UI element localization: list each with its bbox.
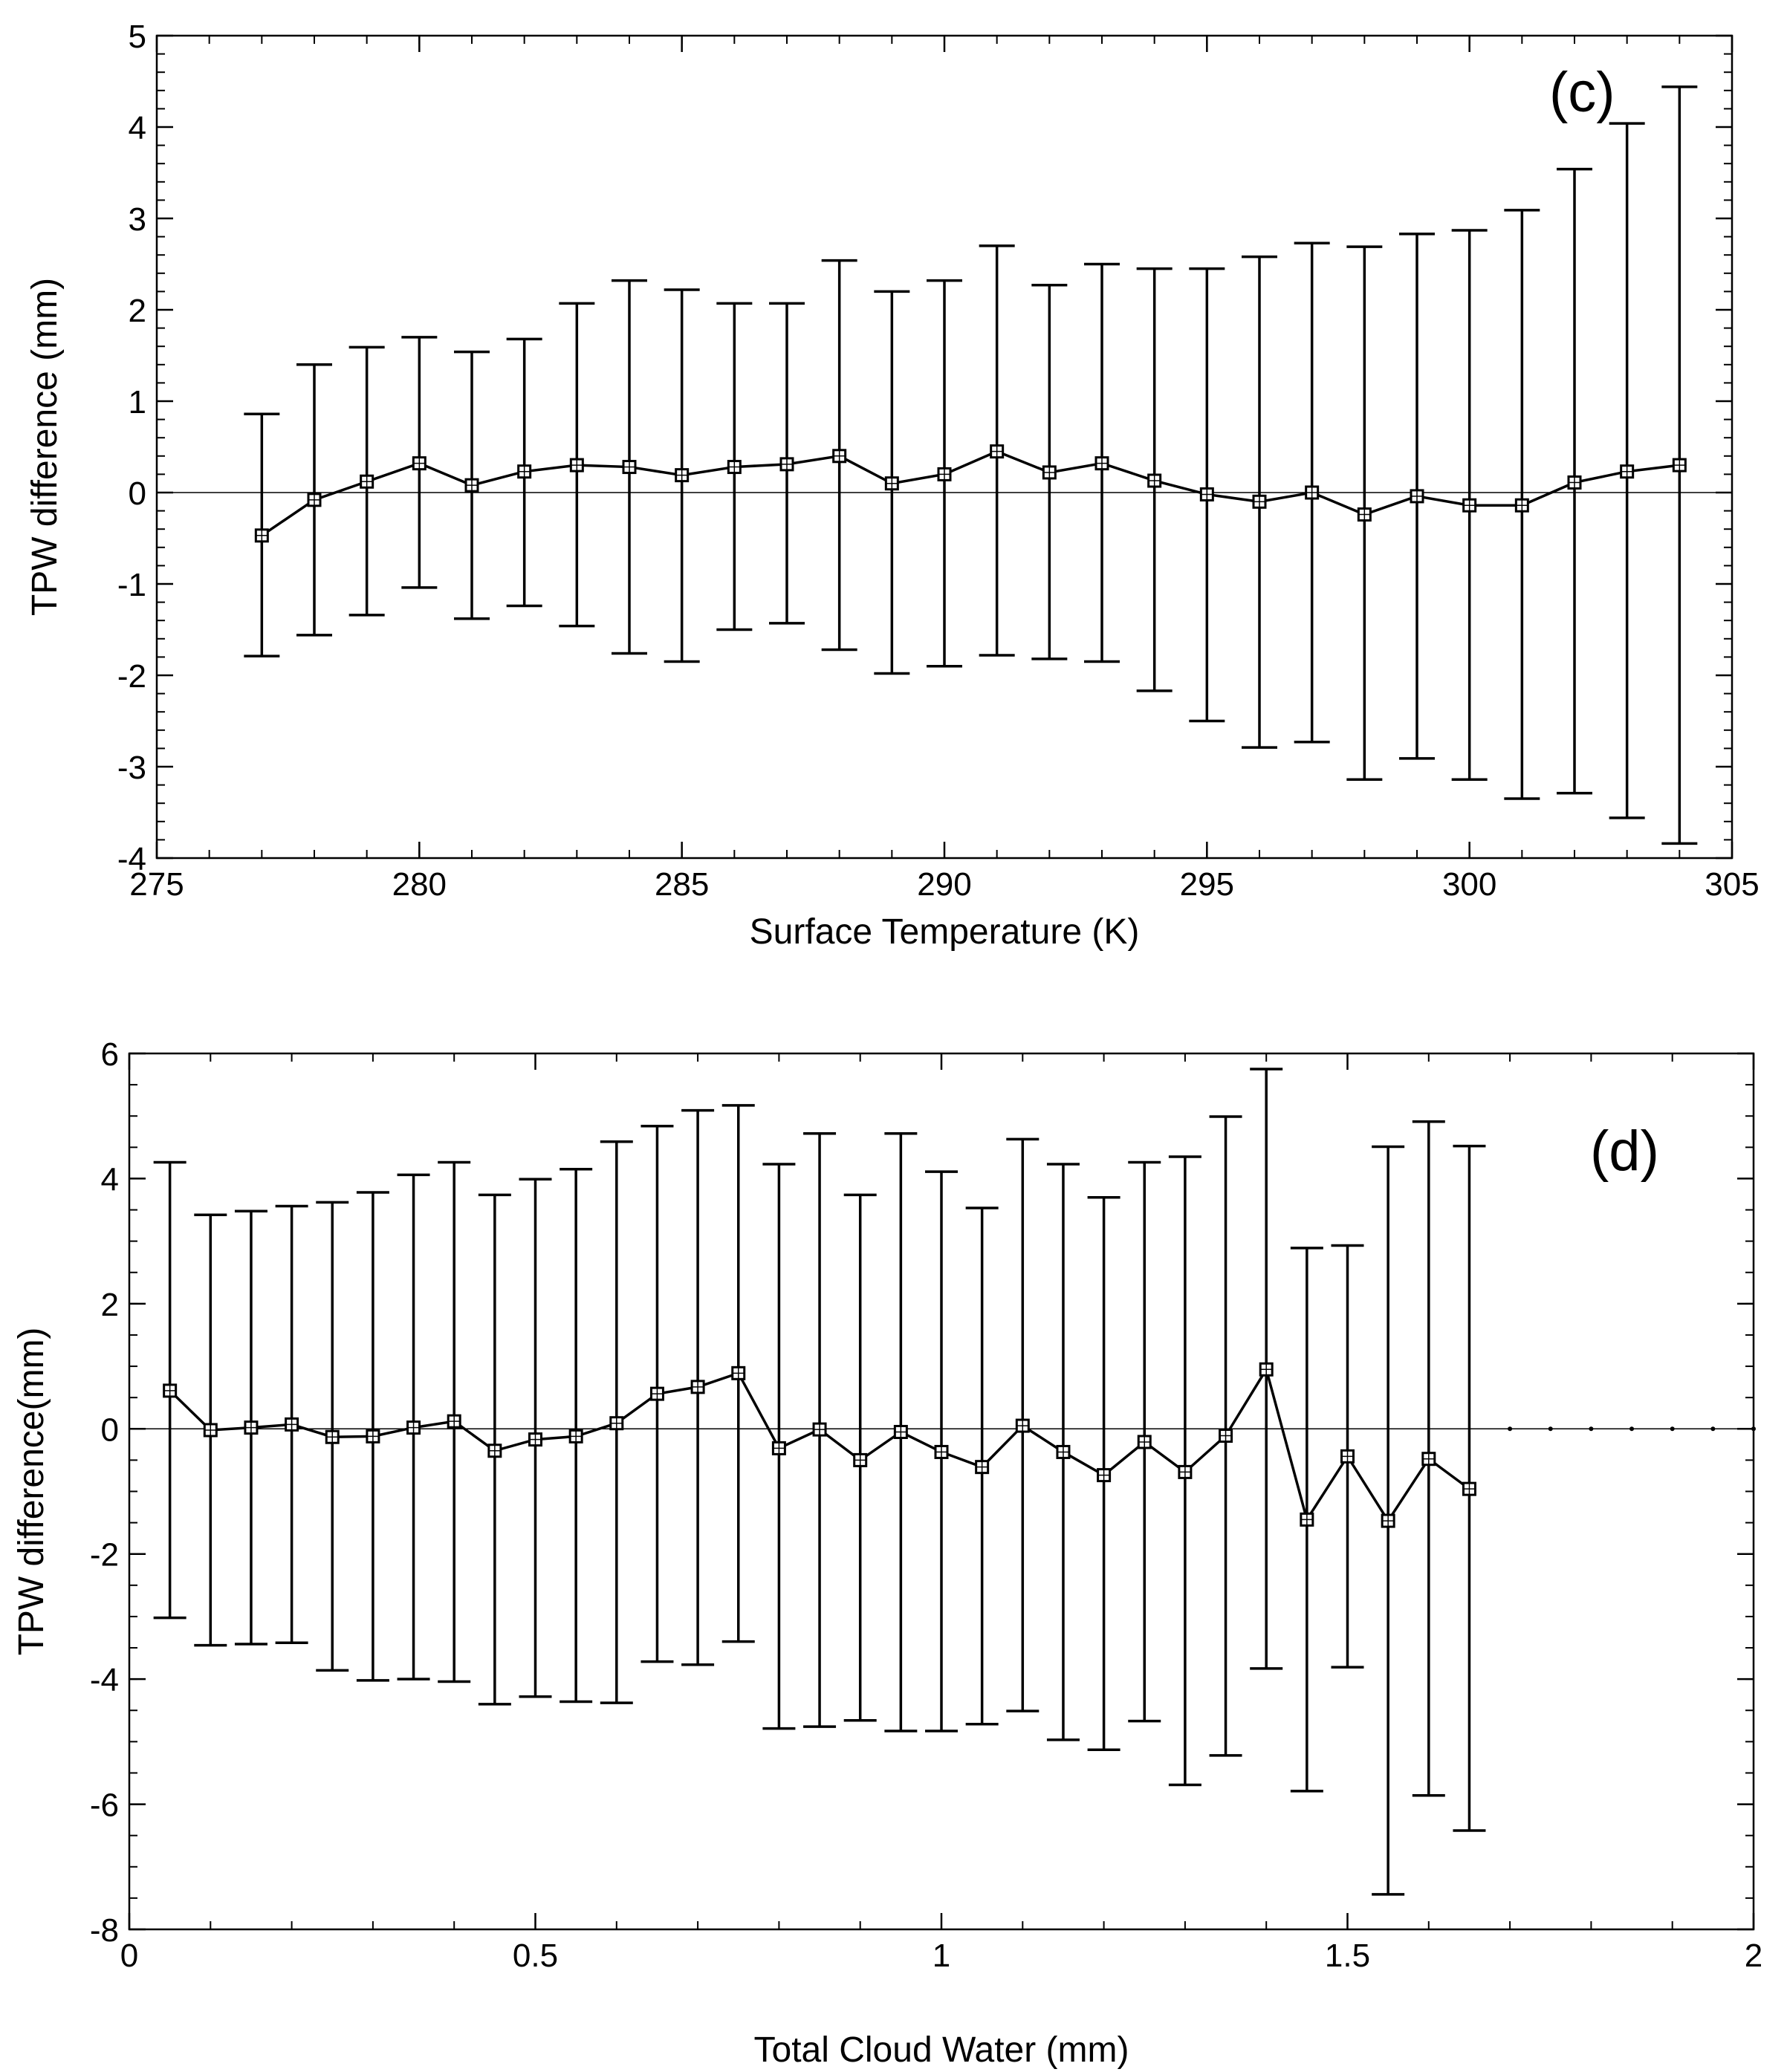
dotted-extension-point [1548, 1426, 1553, 1432]
y-tick-label: 1 [129, 384, 146, 420]
plot-frame [155, 34, 1734, 860]
x-tick-label: 1.5 [1325, 1938, 1370, 1974]
panel-label: (d) [1590, 1120, 1659, 1183]
x-tick-label: 0 [120, 1938, 138, 1974]
y-tick-label: 3 [129, 201, 146, 238]
y-tick-label: 5 [129, 19, 146, 55]
x-axis-title: Surface Temperature (K) [750, 912, 1140, 952]
y-tick-label: 0 [101, 1412, 119, 1448]
x-tick-label: 285 [655, 866, 709, 903]
dotted-extension-point [1710, 1426, 1716, 1432]
x-tick-label: 290 [917, 866, 971, 903]
dotted-extension-point [1629, 1426, 1635, 1432]
x-tick-label: 2 [1745, 1938, 1762, 1974]
y-tick-label: 0 [129, 475, 146, 512]
panel-c-chart: 275 280 285 290 295 300 305 -4 -3 -2 -1 0 1 2 3 4 5 (c) Su… [25, 19, 1760, 952]
y-tick-label: -1 [117, 567, 146, 603]
y-tick-label: -3 [117, 750, 146, 786]
y-tick-label: 4 [101, 1161, 119, 1198]
y-tick-label: 2 [129, 293, 146, 329]
dotted-extension-point [1670, 1426, 1675, 1432]
y-tick-label: -2 [90, 1537, 119, 1574]
x-axis-title: Total Cloud Water (mm) [754, 2030, 1129, 2070]
plot-frame [128, 1052, 1755, 1931]
y-tick-label: 6 [101, 1036, 119, 1073]
dotted-extension-point [1589, 1426, 1594, 1432]
y-tick-label: -4 [90, 1662, 119, 1698]
x-tick-label: 295 [1180, 866, 1234, 903]
series-line [261, 449, 1680, 537]
y-tick-label: 4 [129, 110, 146, 146]
y-tick-label: -4 [117, 841, 146, 877]
panel-d-chart: 0 0.5 1 1.5 2 -8 -6 -4 -2 0 2 4 6 (d) Total Cloud Wate… [12, 1036, 1762, 2070]
y-axis-title: TPW difference (mm) [25, 278, 65, 616]
panel-label: (c) [1549, 61, 1615, 124]
x-tick-label: 280 [392, 866, 447, 903]
x-tick-label: 275 [129, 866, 184, 903]
dotted-extension-point [1508, 1426, 1513, 1432]
y-tick-label: -6 [90, 1787, 119, 1824]
y-tick-label: -2 [117, 658, 146, 695]
y-axis-title: TPW difference(mm) [12, 1328, 51, 1656]
y-tick-label: 2 [101, 1287, 119, 1323]
y-tick-label: -8 [90, 1912, 119, 1949]
x-tick-label: 1 [933, 1938, 950, 1974]
x-tick-label: 0.5 [513, 1938, 558, 1974]
x-tick-label: 300 [1442, 866, 1496, 903]
x-tick-label: 305 [1705, 866, 1759, 903]
